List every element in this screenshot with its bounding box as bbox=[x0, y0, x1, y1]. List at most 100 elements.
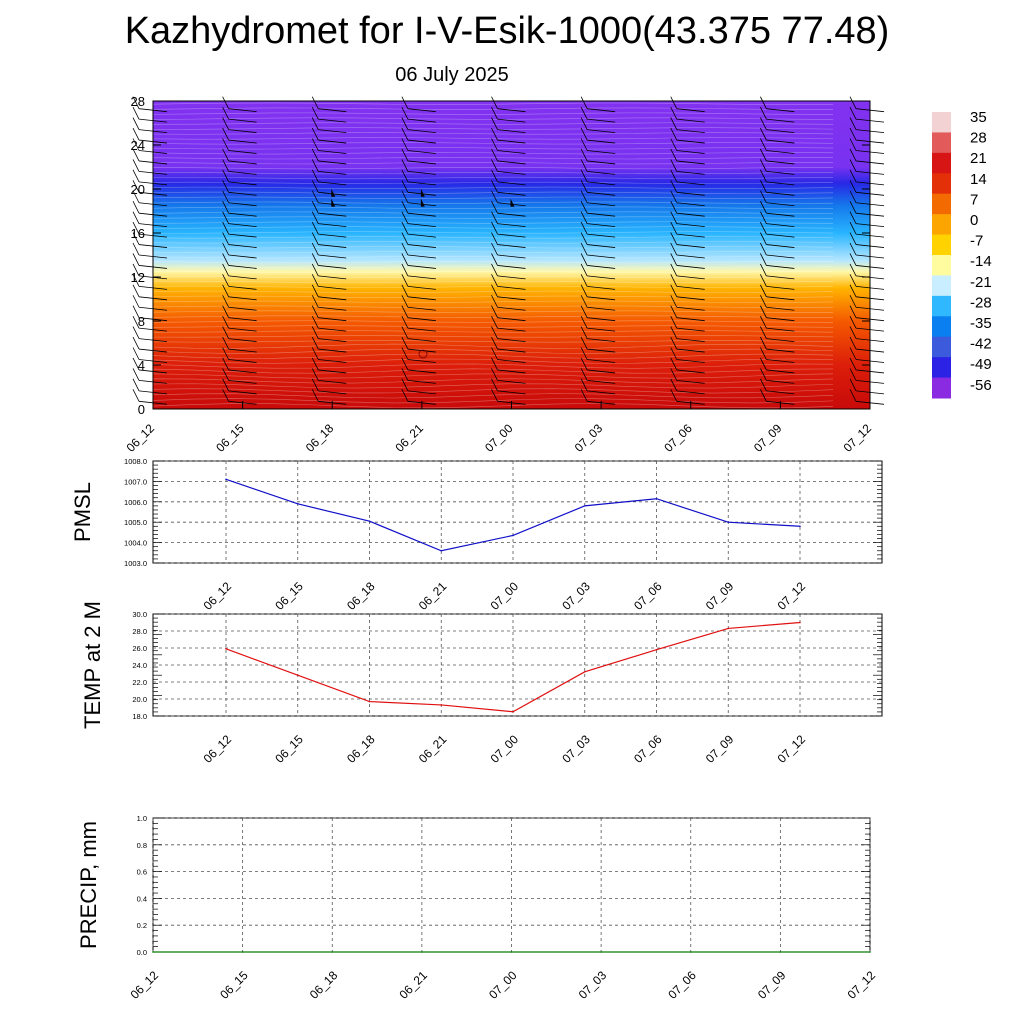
contour-line bbox=[152, 167, 834, 170]
wind-barb bbox=[497, 254, 526, 259]
wind-barb bbox=[587, 171, 616, 175]
wind-barb-flag bbox=[222, 284, 229, 297]
wind-barb-flag bbox=[849, 190, 857, 203]
y-tick-label: 0.6 bbox=[137, 868, 147, 877]
wind-barb-flag bbox=[580, 295, 588, 308]
wind-barb bbox=[228, 327, 257, 332]
contour-line bbox=[152, 320, 834, 323]
wind-barb-flag bbox=[311, 263, 319, 277]
wind-barb bbox=[228, 202, 257, 207]
wind-barb-flag bbox=[760, 357, 767, 371]
wind-barb bbox=[676, 202, 705, 207]
wind-barb bbox=[497, 191, 526, 196]
wind-barb-flag bbox=[670, 274, 678, 287]
data-point bbox=[583, 505, 586, 507]
wind-barb bbox=[766, 306, 795, 311]
wind-barb-flag bbox=[849, 368, 857, 381]
colorbar-box bbox=[932, 295, 951, 317]
contour-line bbox=[152, 127, 834, 130]
contour-line bbox=[152, 152, 834, 155]
wind-barb bbox=[497, 390, 526, 395]
wind-barb-flag bbox=[760, 169, 767, 183]
wind-barb-flag bbox=[580, 169, 588, 183]
data-point bbox=[799, 525, 801, 528]
wind-barb-flag bbox=[132, 378, 140, 392]
wind-barb-flag bbox=[311, 284, 319, 297]
contour-line bbox=[152, 102, 834, 105]
wind-barb bbox=[676, 160, 705, 165]
wind-barb bbox=[676, 212, 705, 217]
wind-barb bbox=[766, 254, 795, 259]
wind-barb-flag bbox=[132, 242, 140, 256]
wind-barb-flag bbox=[401, 378, 409, 392]
wind-barb bbox=[587, 306, 616, 311]
wind-barb-flag bbox=[670, 389, 678, 402]
wind-barb bbox=[497, 181, 526, 186]
data-point bbox=[689, 951, 692, 953]
wind-barb-flag bbox=[222, 180, 229, 193]
wind-pennant bbox=[510, 198, 515, 207]
wind-barb-flag bbox=[401, 347, 409, 360]
wind-barb-flag bbox=[760, 242, 767, 256]
contour-line bbox=[152, 388, 834, 394]
contour-line bbox=[152, 373, 834, 379]
wind-barb-flag bbox=[311, 242, 319, 256]
wind-barb-flag bbox=[760, 326, 767, 339]
x-tick-label: 07_12 bbox=[775, 732, 809, 766]
wind-barb bbox=[497, 338, 526, 342]
wind-barb-flag bbox=[222, 389, 229, 402]
wind-barb bbox=[497, 296, 526, 301]
wind-barb bbox=[228, 306, 257, 311]
data-point bbox=[152, 951, 154, 953]
wind-barb-flag bbox=[580, 284, 588, 297]
wind-barb bbox=[676, 390, 705, 395]
wind-barb bbox=[228, 338, 257, 342]
x-tick-label: 07_09 bbox=[703, 732, 737, 766]
wind-barb-flag bbox=[580, 389, 588, 402]
wind-barb-flag bbox=[401, 180, 409, 193]
x-tick-label: 06_12 bbox=[124, 421, 158, 455]
contour-line bbox=[152, 383, 834, 389]
wind-barb bbox=[497, 244, 526, 248]
y-tick-label: 26.0 bbox=[132, 644, 147, 653]
wind-barb bbox=[497, 233, 526, 238]
contour-line bbox=[152, 325, 834, 328]
wind-barb-flag bbox=[580, 138, 588, 151]
wind-barb-flag bbox=[670, 127, 678, 141]
x-tick-label: 06_18 bbox=[344, 732, 378, 766]
contour-lines bbox=[152, 102, 834, 409]
wind-barb bbox=[676, 254, 705, 259]
y-tick-label: 28 bbox=[131, 94, 145, 109]
colorbar-box bbox=[932, 173, 951, 195]
wind-barb-flag bbox=[222, 96, 229, 109]
wind-barb-flag bbox=[580, 221, 588, 235]
colorbar-box bbox=[932, 357, 951, 379]
wind-barb bbox=[407, 380, 436, 384]
wind-barb-flag bbox=[491, 263, 498, 277]
wind-barb-flag bbox=[491, 357, 498, 371]
wind-barb bbox=[676, 171, 705, 175]
wind-barb-flag bbox=[760, 284, 767, 297]
y-tick-label: 12 bbox=[131, 270, 145, 285]
wind-barb-flag bbox=[580, 274, 588, 287]
wind-barb-flag bbox=[760, 232, 767, 245]
wind-barb bbox=[766, 181, 795, 186]
wind-barb-flag bbox=[849, 148, 857, 162]
contour-line bbox=[152, 231, 834, 234]
wind-barb-flag bbox=[580, 127, 588, 141]
wind-barb-flag bbox=[491, 148, 498, 162]
wind-barb bbox=[228, 275, 257, 280]
wind-barb bbox=[497, 369, 526, 374]
wind-barb bbox=[676, 233, 705, 238]
wind-barb-flag bbox=[132, 274, 140, 287]
wind-barb-flag bbox=[311, 169, 319, 183]
panel-2: 18.0 20.0 22.0 24.0 26.0 28.0 30.0 06_12 06_15 06… bbox=[80, 601, 883, 766]
wind-barb-flag bbox=[222, 127, 229, 141]
wind-barb-flag bbox=[132, 180, 140, 193]
wind-barb bbox=[228, 171, 257, 175]
wind-barb bbox=[318, 265, 347, 269]
wind-barb-flag bbox=[132, 336, 140, 350]
calm-wind-marker bbox=[418, 349, 428, 359]
wind-barb-flag bbox=[849, 211, 857, 224]
x-tick-label: 07_03 bbox=[576, 968, 610, 1002]
